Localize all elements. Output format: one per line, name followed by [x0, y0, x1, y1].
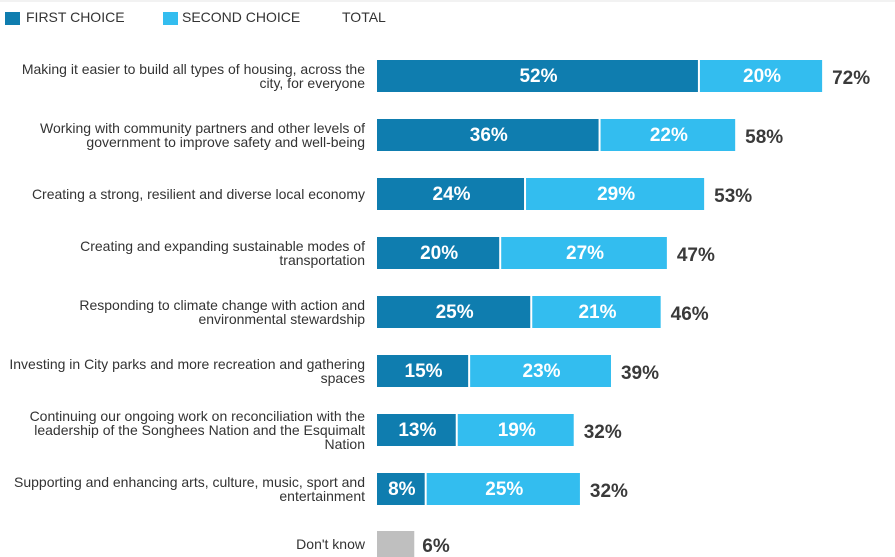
total-label: 58% — [745, 127, 783, 148]
bar-segment — [526, 178, 705, 210]
bar-segment — [377, 473, 425, 505]
bar-value-label: 22% — [650, 125, 688, 146]
bar-value-label: 25% — [485, 479, 523, 500]
bar-value-label: 21% — [578, 302, 616, 323]
bar-value-label: 23% — [523, 361, 561, 382]
bar-segment — [377, 178, 525, 210]
category-label: Making it easier to build all types of h… — [21, 61, 365, 91]
bar-segment — [377, 296, 531, 328]
bar — [377, 531, 415, 557]
total-label: 72% — [832, 68, 870, 89]
total-label: 6% — [422, 536, 450, 557]
bar-value-label: 19% — [498, 420, 536, 441]
legend-label: TOTAL — [342, 9, 386, 25]
category-label: Working with community partners and othe… — [40, 120, 365, 150]
bar-segment — [377, 119, 599, 151]
category-label: Investing in City parks and more recreat… — [9, 356, 365, 386]
bar-segment — [377, 237, 500, 269]
bar-value-label: 15% — [405, 361, 443, 382]
bar-value-label: 25% — [436, 302, 474, 323]
bar-value-label: 8% — [388, 479, 416, 500]
category-label: Creating a strong, resilient and diverse… — [31, 186, 365, 202]
bar-segment — [470, 355, 611, 387]
bar-value-label: 36% — [470, 125, 508, 146]
bar-segment — [377, 60, 698, 92]
legend-swatch — [5, 12, 20, 25]
bar-value-label: 13% — [398, 420, 436, 441]
total-label: 39% — [621, 363, 659, 384]
bar-segment — [501, 237, 667, 269]
bar-value-label: 24% — [433, 184, 471, 205]
legend-label: FIRST CHOICE — [26, 9, 125, 25]
bar-segment — [426, 473, 580, 505]
category-label: Responding to climate change with action… — [79, 297, 365, 327]
category-label: Creating and expanding sustainable modes… — [80, 238, 365, 268]
bar-value-label: 29% — [597, 184, 635, 205]
total-label: 32% — [584, 422, 622, 443]
total-label: 53% — [714, 186, 752, 207]
category-label: Supporting and enhancing arts, culture, … — [14, 474, 365, 504]
bar-segment — [377, 355, 469, 387]
legend-label: SECOND CHOICE — [182, 9, 301, 25]
total-label: 32% — [590, 481, 628, 502]
bar-value-label: 52% — [519, 66, 557, 87]
bar-segment — [457, 414, 574, 446]
category-label: Continuing our ongoing work on reconcili… — [29, 408, 365, 452]
bar-segment — [532, 296, 661, 328]
bar-segment — [699, 60, 823, 92]
bar-value-label: 27% — [566, 243, 604, 264]
category-label: Don't know — [296, 536, 365, 552]
total-label: 46% — [671, 304, 709, 325]
bar-segment — [600, 119, 736, 151]
bar-value-label: 20% — [743, 66, 781, 87]
bar-segment — [377, 414, 456, 446]
bar-value-label: 20% — [420, 243, 458, 264]
total-label: 47% — [677, 245, 715, 266]
legend-swatch — [163, 12, 178, 25]
